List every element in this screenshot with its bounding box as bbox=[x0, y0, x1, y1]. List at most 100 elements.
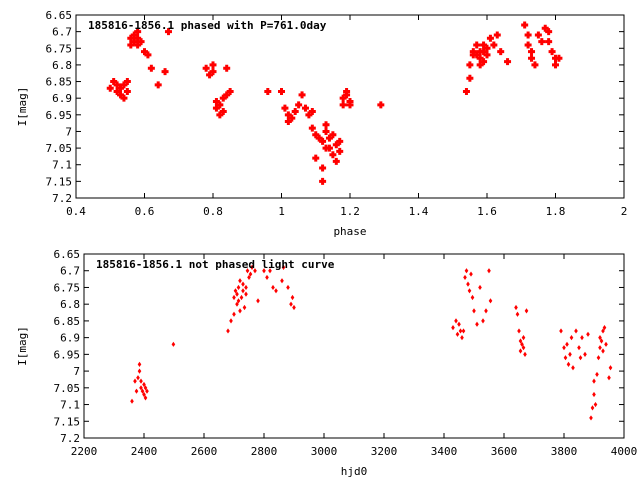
data-point bbox=[265, 274, 269, 281]
y-tick-label: 6.95 bbox=[46, 109, 73, 122]
x-tick-label: 1.2 bbox=[340, 205, 360, 218]
data-point bbox=[478, 284, 482, 291]
x-tick-label: 2800 bbox=[251, 445, 278, 458]
data-point bbox=[319, 164, 327, 172]
data-point bbox=[518, 348, 523, 354]
data-point bbox=[473, 51, 481, 59]
data-point bbox=[528, 54, 536, 62]
data-point bbox=[598, 335, 602, 341]
data-point bbox=[490, 41, 498, 49]
data-point bbox=[602, 325, 607, 331]
data-point bbox=[472, 308, 476, 314]
data-point bbox=[219, 94, 227, 102]
data-point bbox=[209, 61, 217, 69]
y-axis-label: I[mag] bbox=[16, 87, 29, 127]
x-tick-label: 0.8 bbox=[203, 205, 223, 218]
data-point bbox=[219, 107, 227, 115]
x-tick-label: 0.6 bbox=[135, 205, 155, 218]
data-point bbox=[586, 331, 590, 337]
data-point bbox=[291, 107, 299, 115]
data-point bbox=[134, 28, 142, 36]
data-point bbox=[154, 81, 162, 89]
data-point bbox=[346, 101, 354, 109]
data-point bbox=[322, 121, 330, 129]
data-point bbox=[559, 328, 563, 334]
data-point bbox=[161, 68, 169, 76]
data-point bbox=[601, 328, 605, 334]
legend-label: 185816-1856.1 phased with P=761.0day bbox=[88, 19, 327, 32]
data-point bbox=[469, 271, 473, 277]
axis-ticks: 2200 2400 2600 2800 3000 3200 3400 3600 3800 4000… bbox=[54, 248, 638, 458]
data-point bbox=[123, 78, 131, 86]
data-point bbox=[524, 31, 532, 39]
data-point bbox=[280, 278, 284, 284]
y-tick-label: 7.1 bbox=[52, 159, 72, 172]
data-point bbox=[268, 268, 272, 274]
y-tick-label: 6.85 bbox=[46, 76, 73, 89]
data-point bbox=[245, 268, 250, 274]
x-tick-label: 1.4 bbox=[409, 205, 429, 218]
data-point bbox=[147, 64, 155, 72]
data-point bbox=[319, 137, 327, 145]
plot-frame bbox=[83, 253, 625, 439]
data-point bbox=[514, 304, 518, 311]
data-point bbox=[134, 34, 142, 42]
data-point bbox=[288, 114, 296, 122]
data-point bbox=[241, 288, 245, 294]
data-point bbox=[144, 51, 152, 59]
data-point bbox=[216, 111, 224, 119]
x-tick-label: 1 bbox=[278, 205, 285, 218]
data-point bbox=[140, 388, 145, 394]
data-point bbox=[286, 284, 290, 291]
data-point bbox=[504, 58, 512, 66]
data-point bbox=[136, 375, 140, 381]
data-point bbox=[590, 405, 595, 411]
data-point bbox=[241, 281, 245, 287]
data-point bbox=[476, 61, 484, 69]
x-tick-label: 3400 bbox=[431, 445, 458, 458]
data-point bbox=[232, 294, 236, 301]
data-point bbox=[325, 144, 333, 152]
data-point bbox=[130, 398, 134, 404]
data-point bbox=[466, 281, 470, 287]
data-point bbox=[143, 395, 148, 401]
data-point bbox=[545, 28, 553, 36]
data-point bbox=[247, 274, 251, 281]
data-point bbox=[145, 388, 149, 394]
data-point bbox=[232, 311, 236, 317]
data-point bbox=[583, 351, 587, 357]
legend-label: 185816-1856.1 not phased light curve bbox=[96, 258, 335, 271]
data-point bbox=[262, 268, 266, 274]
x-tick-label: 4000 bbox=[611, 445, 638, 458]
data-point bbox=[604, 341, 608, 347]
data-point bbox=[329, 151, 337, 159]
y-tick-label: 6.7 bbox=[60, 265, 80, 278]
phased-light-curve-panel: 0.4 0.6 0.8 1 1.2 1.4 1.6 1.8 2 6.65 6.7 6.75 6.8 6.8… bbox=[16, 9, 627, 238]
data-point bbox=[455, 331, 460, 337]
data-point bbox=[212, 98, 220, 106]
x-tick-label: 2600 bbox=[191, 445, 218, 458]
data-point bbox=[235, 291, 239, 297]
x-axis-label: hjd0 bbox=[341, 465, 368, 478]
x-tick-label: 2 bbox=[621, 205, 628, 218]
data-point bbox=[534, 31, 542, 39]
data-point bbox=[278, 88, 285, 96]
data-point bbox=[244, 284, 248, 291]
data-point bbox=[541, 24, 549, 32]
data-point bbox=[256, 298, 260, 304]
data-point bbox=[250, 264, 254, 270]
data-point bbox=[137, 38, 145, 46]
data-point bbox=[563, 355, 568, 361]
y-tick-label: 6.65 bbox=[46, 9, 73, 22]
data-point bbox=[236, 298, 241, 304]
data-point bbox=[569, 335, 574, 341]
data-point bbox=[271, 284, 275, 291]
data-point bbox=[332, 157, 340, 165]
y-tick-label: 6.85 bbox=[54, 315, 81, 328]
data-point bbox=[212, 104, 220, 112]
data-point bbox=[464, 268, 469, 274]
data-point bbox=[480, 58, 488, 66]
data-point bbox=[480, 41, 488, 49]
data-point bbox=[236, 284, 241, 291]
data-point bbox=[339, 101, 347, 109]
